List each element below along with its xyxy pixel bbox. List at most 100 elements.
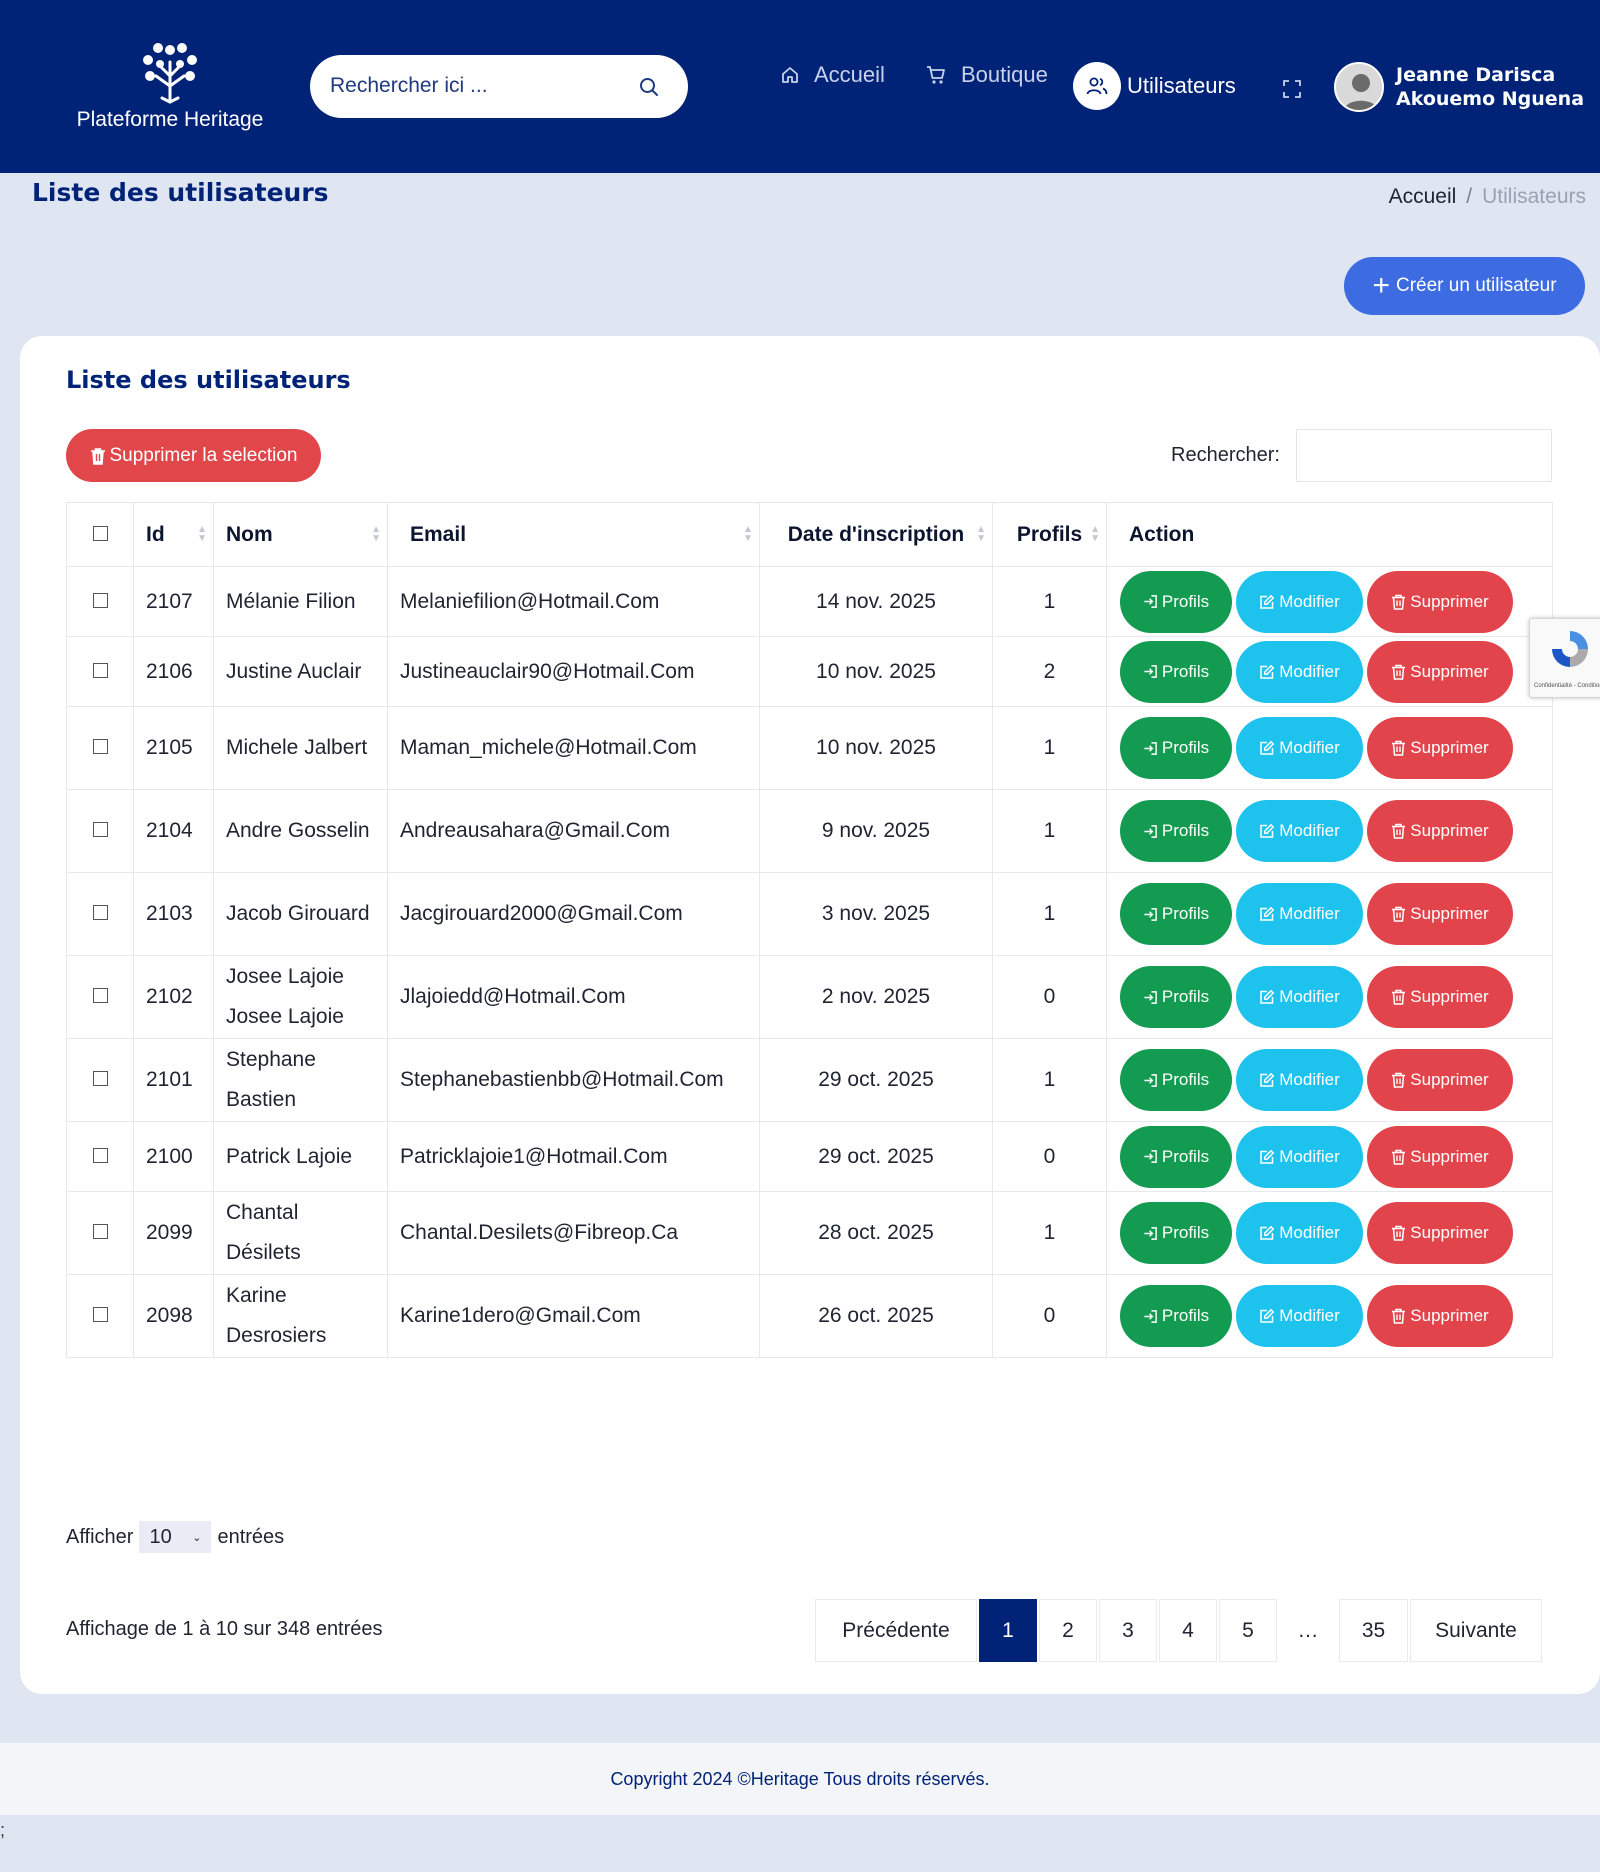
- cell-email: Patricklajoie1@Hotmail.Com: [387, 1121, 760, 1192]
- nav-shop-label: Boutique: [961, 62, 1048, 87]
- row-checkbox[interactable]: [92, 662, 108, 678]
- pagination-page[interactable]: 5: [1219, 1599, 1277, 1662]
- pagination-page[interactable]: 2: [1039, 1599, 1097, 1662]
- supprimer-button[interactable]: Supprimer: [1367, 717, 1513, 779]
- nav-home[interactable]: Accueil: [780, 62, 885, 88]
- profils-button[interactable]: Profils: [1120, 570, 1232, 633]
- nav-shop[interactable]: Boutique: [925, 62, 1048, 88]
- profils-button[interactable]: Profils: [1120, 800, 1232, 862]
- create-user-button[interactable]: + Créer un utilisateur: [1344, 257, 1585, 315]
- modifier-button[interactable]: Modifier: [1236, 717, 1363, 779]
- profils-button[interactable]: Profils: [1120, 640, 1232, 703]
- cell-nom: Stephane Bastien: [213, 1038, 388, 1122]
- sort-icon: ▲ ▼: [976, 524, 986, 544]
- fullscreen-icon[interactable]: [1282, 79, 1302, 104]
- table-filter-input[interactable]: [1296, 429, 1552, 482]
- pagination-page[interactable]: 4: [1159, 1599, 1217, 1662]
- row-actions: Profils Modifier Supprimer: [1119, 1125, 1540, 1188]
- cell-id: 2105: [133, 706, 214, 790]
- modifier-button[interactable]: Modifier: [1236, 800, 1363, 862]
- row-checkbox[interactable]: [92, 1307, 108, 1322]
- pagination-page[interactable]: 3: [1099, 1599, 1157, 1662]
- select-all-checkbox[interactable]: [92, 525, 108, 541]
- modifier-button[interactable]: Modifier: [1236, 1202, 1363, 1264]
- modifier-button[interactable]: Modifier: [1236, 883, 1363, 945]
- row-checkbox[interactable]: [92, 1071, 108, 1086]
- row-select-cell: [66, 636, 134, 707]
- header-date[interactable]: Date d'inscription ▲ ▼: [759, 502, 993, 567]
- cell-id: 2103: [133, 872, 214, 956]
- profils-button[interactable]: Profils: [1120, 883, 1232, 945]
- row-checkbox[interactable]: [92, 988, 108, 1003]
- supprimer-button[interactable]: Supprimer: [1367, 570, 1513, 633]
- supprimer-button[interactable]: Supprimer: [1367, 640, 1513, 703]
- page-title: Liste des utilisateurs: [32, 178, 329, 207]
- page-length-select[interactable]: 10 ⌄: [139, 1521, 212, 1553]
- modifier-button[interactable]: Modifier: [1236, 1049, 1363, 1111]
- supprimer-button[interactable]: Supprimer: [1367, 1285, 1513, 1347]
- user-name-line1: Jeanne Darisca: [1396, 64, 1556, 86]
- supprimer-button[interactable]: Supprimer: [1367, 800, 1513, 862]
- row-checkbox[interactable]: [92, 822, 108, 837]
- supprimer-button[interactable]: Supprimer: [1367, 966, 1513, 1028]
- recaptcha-badge[interactable]: Confidentialité - Conditions: [1529, 618, 1600, 698]
- trash-icon: [1392, 1149, 1406, 1165]
- profils-button[interactable]: Profils: [1120, 717, 1232, 779]
- modifier-button-label: Modifier: [1279, 591, 1340, 611]
- breadcrumb-home[interactable]: Accueil: [1388, 185, 1457, 208]
- user-menu[interactable]: Jeanne Darisca Akouemo Nguena: [1334, 62, 1584, 112]
- modifier-button[interactable]: Modifier: [1236, 1125, 1363, 1188]
- modifier-button[interactable]: Modifier: [1236, 1285, 1363, 1347]
- modifier-button[interactable]: Modifier: [1236, 966, 1363, 1028]
- edit-icon: [1260, 989, 1275, 1004]
- row-select-cell: [66, 1191, 134, 1275]
- supprimer-button[interactable]: Supprimer: [1367, 1202, 1513, 1264]
- header-nom[interactable]: Nom ▲ ▼: [213, 502, 388, 567]
- profils-button[interactable]: Profils: [1120, 1202, 1232, 1264]
- logo[interactable]: Plateforme Heritage: [58, 36, 282, 132]
- login-icon: [1144, 990, 1157, 1004]
- pagination-previous[interactable]: Précédente: [815, 1599, 977, 1662]
- supprimer-button[interactable]: Supprimer: [1367, 1049, 1513, 1111]
- top-header: Plateforme Heritage Accueil Boutique Uti…: [0, 0, 1600, 173]
- cell-profils: 1: [992, 706, 1107, 790]
- search-icon[interactable]: [638, 76, 660, 103]
- header-id[interactable]: Id ▲ ▼: [133, 502, 214, 567]
- edit-icon: [1260, 594, 1275, 609]
- cell-profils: 1: [992, 1038, 1107, 1122]
- breadcrumb-current: Utilisateurs: [1482, 185, 1586, 208]
- cell-email: Jlajoiedd@Hotmail.Com: [387, 955, 760, 1039]
- header-profils[interactable]: Profils ▲ ▼: [992, 502, 1107, 567]
- header-action: Action: [1106, 502, 1553, 567]
- nav-users[interactable]: Utilisateurs: [1073, 62, 1236, 110]
- supprimer-button[interactable]: Supprimer: [1367, 1125, 1513, 1188]
- header-search-input[interactable]: [330, 71, 620, 101]
- cell-email: Andreausahara@Gmail.Com: [387, 789, 760, 873]
- row-actions: Profils Modifier Supprimer: [1119, 966, 1540, 1028]
- row-checkbox[interactable]: [92, 1147, 108, 1163]
- header-email[interactable]: Email ▲ ▼: [387, 502, 760, 567]
- row-checkbox[interactable]: [92, 905, 108, 920]
- sort-icon: ▲ ▼: [371, 524, 381, 544]
- delete-selection-button[interactable]: Supprimer la selection: [66, 429, 321, 482]
- supprimer-button[interactable]: Supprimer: [1367, 883, 1513, 945]
- edit-icon: [1260, 906, 1275, 921]
- profils-button[interactable]: Profils: [1120, 1285, 1232, 1347]
- profils-button[interactable]: Profils: [1120, 1125, 1232, 1188]
- pagination-page[interactable]: 1: [979, 1599, 1037, 1662]
- row-checkbox[interactable]: [92, 739, 108, 754]
- profils-button[interactable]: Profils: [1120, 1049, 1232, 1111]
- pagination-ellipsis: …: [1297, 1618, 1319, 1642]
- login-icon: [1144, 907, 1157, 921]
- nav-users-label: Utilisateurs: [1127, 73, 1236, 98]
- modifier-button[interactable]: Modifier: [1236, 570, 1363, 633]
- row-actions: Profils Modifier Supprimer: [1119, 717, 1540, 779]
- profils-button[interactable]: Profils: [1120, 966, 1232, 1028]
- pagination-next[interactable]: Suivante: [1410, 1599, 1542, 1662]
- row-checkbox[interactable]: [92, 1224, 108, 1239]
- modifier-button-label: Modifier: [1279, 1146, 1340, 1166]
- row-actions: Profils Modifier Supprimer: [1119, 1285, 1540, 1347]
- modifier-button[interactable]: Modifier: [1236, 640, 1363, 703]
- pagination-page[interactable]: 35: [1339, 1599, 1408, 1662]
- row-checkbox[interactable]: [92, 592, 108, 608]
